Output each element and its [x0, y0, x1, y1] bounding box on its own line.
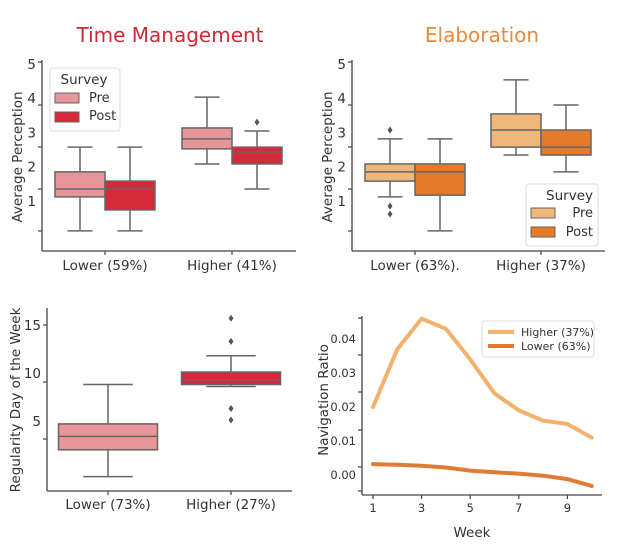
regularity-x-tick-lower: Lower (73%): [65, 497, 150, 513]
x-tick-label: 5: [467, 501, 474, 515]
navigation-x-label: Week: [454, 525, 491, 541]
legend-label-pre: Pre: [89, 91, 110, 106]
post-lower-box: [414, 163, 466, 196]
time-management-panel: Time Management Average Perception 5 4 3 2 1…: [10, 23, 296, 274]
regularity-y-label: Regularity Day of the Week: [8, 307, 24, 492]
pre-lower-box: [54, 171, 106, 198]
y-tick-label: 3: [337, 125, 346, 141]
time-management-boxes: [54, 96, 283, 232]
legend-label-lower: Lower (63%): [521, 340, 590, 353]
navigation-ratio-panel: Navigation Ratio Week 0.040.030.020.010.…: [316, 316, 602, 541]
y-tick-label: 5: [32, 414, 41, 430]
higher-series-line: [371, 316, 594, 440]
legend-swatch-post: [54, 111, 80, 123]
time-management-y-ticks: 5 4 3 2 1: [27, 57, 42, 232]
time-management-x-tick-lower: Lower (59%): [62, 258, 147, 274]
y-tick-label: 2: [27, 160, 36, 176]
legend-title: Survey: [61, 72, 108, 88]
time-management-title: Time Management: [75, 23, 263, 47]
navigation-lines: [371, 316, 594, 488]
time-management-x-tick-higher: Higher (41%): [187, 258, 277, 274]
navigation-legend: Higher (37%) Lower (63%): [481, 320, 595, 358]
y-tick-label: 0.01: [330, 434, 356, 448]
legend-swatch-post: [530, 226, 556, 238]
elaboration-boxes: [364, 79, 592, 232]
regularity-y-ticks: 15 10 5: [24, 318, 47, 440]
higher-outlier: [228, 416, 234, 424]
elaboration-title: Elaboration: [425, 23, 539, 47]
navigation-x-ticks: 1 3 5 7 9: [369, 495, 571, 515]
pre-lower-outlier: [387, 126, 393, 134]
regularity-x-tick-higher: Higher (27%): [186, 497, 276, 513]
elaboration-x-tick-lower: Lower (63%).: [370, 258, 460, 274]
legend-label-pre: Pre: [572, 206, 593, 221]
y-tick-label: 4: [27, 91, 36, 107]
x-tick-label: 1: [369, 501, 376, 515]
y-tick-label: 0.02: [330, 400, 356, 414]
lower-series-line: [371, 462, 594, 488]
post-higher-box: [231, 146, 283, 165]
x-tick-label: 3: [418, 501, 425, 515]
y-tick-label: 0.00: [330, 468, 356, 482]
y-tick-label: 0.03: [330, 366, 356, 380]
higher-outlier: [228, 337, 234, 345]
higher-box: [180, 371, 282, 386]
navigation-y-label: Navigation Ratio: [316, 344, 332, 456]
pre-lower-outlier: [387, 202, 393, 210]
post-higher-box: [540, 129, 592, 156]
elaboration-legend: Survey Pre Post: [525, 183, 599, 247]
y-tick-label: 1: [337, 194, 346, 210]
y-tick-label: 3: [27, 125, 36, 141]
elaboration-y-label: Average Perception: [320, 91, 336, 222]
legend-label-post: Post: [89, 109, 116, 124]
elaboration-y-ticks: 5 4 3 2 1: [337, 57, 352, 232]
legend-title: Survey: [546, 188, 593, 204]
y-tick-label: 5: [337, 57, 346, 73]
navigation-y-ticks: 0.04 0.03 0.02 0.01 0.00: [330, 317, 362, 492]
post-lower-box: [104, 180, 156, 211]
legend-label-higher: Higher (37%): [521, 326, 594, 339]
y-tick-label: 0.04: [330, 332, 356, 346]
y-tick-label: 5: [27, 57, 36, 73]
pre-lower-outlier: [387, 210, 393, 218]
time-management-legend: Survey Pre Post: [49, 67, 121, 132]
y-tick-label: 10: [24, 366, 41, 382]
elaboration-panel: Elaboration Average Perception 5 4 3 2 1 Low…: [320, 23, 605, 274]
elaboration-x-tick-higher: Higher (37%): [496, 258, 586, 274]
post-higher-outlier: [254, 118, 260, 126]
regularity-boxes: [57, 314, 282, 478]
time-management-y-label: Average Perception: [10, 91, 26, 222]
y-tick-label: 15: [24, 318, 41, 334]
higher-outlier: [228, 314, 234, 322]
x-tick-label: 9: [564, 501, 571, 515]
regularity-panel: Regularity Day of the Week 15 10 5 Lower (…: [8, 307, 292, 513]
legend-label-post: Post: [566, 225, 593, 240]
x-tick-label: 7: [515, 501, 522, 515]
y-tick-label: 4: [337, 91, 346, 107]
higher-outlier: [228, 405, 234, 413]
legend-swatch-pre: [54, 92, 80, 104]
legend-swatch-pre: [530, 207, 556, 219]
y-tick-label: 2: [337, 160, 346, 176]
y-tick-label: 1: [27, 194, 36, 210]
